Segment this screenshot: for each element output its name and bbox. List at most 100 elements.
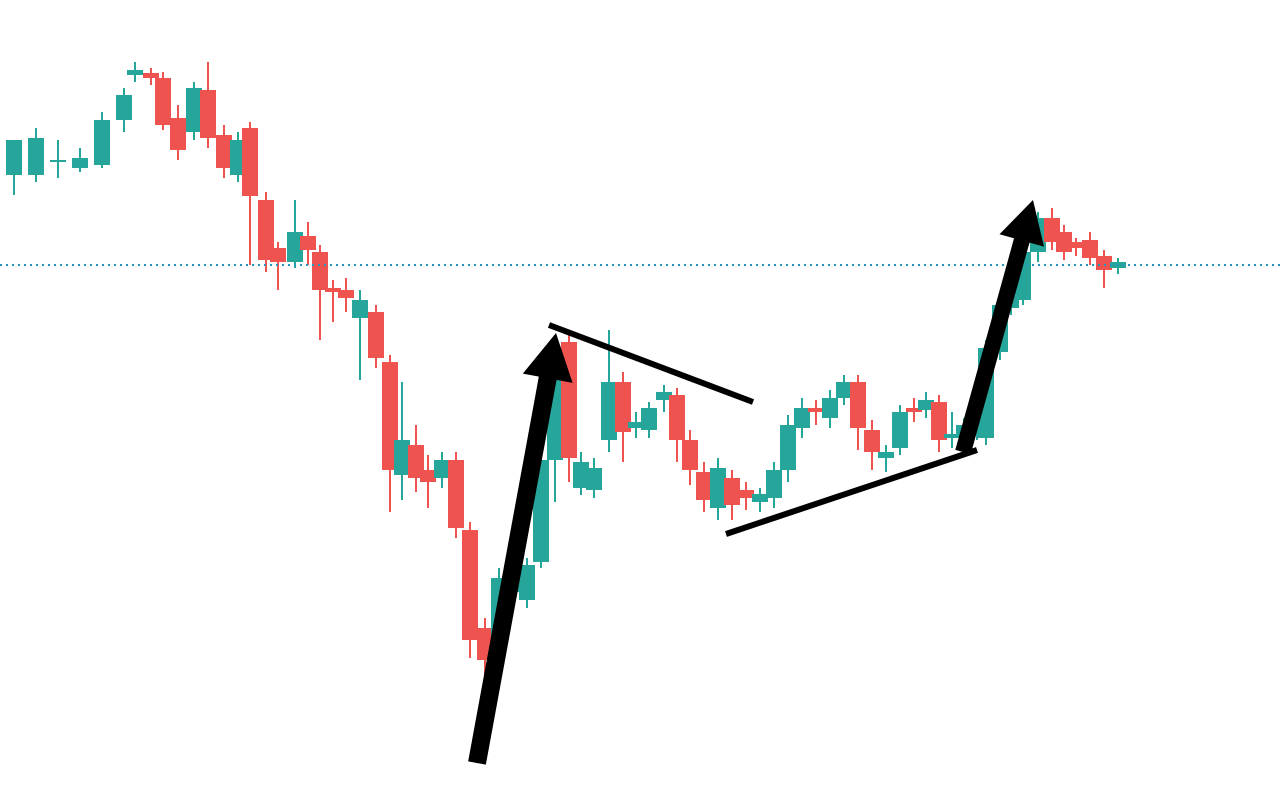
candle-body [312, 252, 328, 290]
candlestick [906, 398, 922, 422]
candlestick [338, 278, 354, 312]
candlestick [94, 112, 110, 168]
candlestick [462, 522, 478, 658]
candlestick [287, 200, 303, 268]
candle-wick [815, 400, 817, 425]
arrow-tail-taper [961, 236, 1031, 453]
candlestick [258, 192, 274, 272]
candlestick [918, 392, 934, 418]
candle-body [850, 382, 866, 428]
candle-body [338, 290, 354, 298]
candle-body [918, 400, 934, 410]
candle-body [170, 118, 186, 150]
candlestick [200, 62, 216, 148]
ascending-support-trendline [725, 447, 978, 537]
candlestick [72, 148, 88, 172]
candle-body [270, 248, 286, 262]
candlestick [420, 455, 436, 508]
candle-body [628, 422, 644, 428]
candle-wick [885, 445, 887, 472]
candle-wick [57, 140, 59, 178]
candle-body [116, 95, 132, 120]
candle-body [186, 88, 202, 132]
candlestick [186, 82, 202, 140]
candlestick [6, 140, 22, 195]
candle-body [352, 300, 368, 318]
candle-body [669, 395, 685, 440]
candlestick [780, 415, 796, 482]
candlestick [892, 405, 908, 455]
candle-body [752, 494, 768, 502]
candle-body [1068, 242, 1084, 248]
candle-body [258, 200, 274, 260]
candle-body [794, 408, 810, 428]
candle-body [6, 140, 22, 175]
candlestick [878, 445, 894, 472]
candle-body [892, 412, 908, 448]
candlestick [116, 88, 132, 132]
candle-body [586, 468, 602, 490]
candlestick [766, 462, 782, 508]
candle-body [94, 120, 110, 165]
candlestick [601, 330, 617, 452]
candlestick [216, 125, 232, 178]
candlestick [1068, 238, 1084, 256]
arrow-head [522, 333, 573, 383]
candle-body [601, 382, 617, 440]
candlestick [573, 452, 589, 495]
candle-body [127, 70, 143, 75]
candlestick [656, 385, 672, 412]
candle-body [300, 236, 316, 250]
candlestick [519, 558, 535, 608]
candle-body [1082, 240, 1098, 258]
candle-body [242, 128, 258, 196]
candlestick [669, 388, 685, 462]
candle-wick [319, 245, 321, 340]
candle-body [287, 232, 303, 262]
candle-body [864, 430, 880, 452]
candle-body [420, 470, 436, 482]
candle-body [200, 90, 216, 138]
candle-body [836, 382, 852, 398]
candlestick [1096, 250, 1112, 288]
arrow-head [999, 200, 1045, 247]
candle-body [615, 382, 631, 432]
candlestick [864, 420, 880, 470]
candlestick [325, 280, 341, 322]
candlestick [368, 305, 384, 368]
annotations-layer [468, 200, 1045, 765]
candlestick [628, 412, 644, 438]
candle-body [155, 78, 171, 125]
candlestick [155, 72, 171, 130]
candlestick [724, 470, 740, 520]
candlestick [696, 462, 712, 512]
candlestick [615, 372, 631, 462]
candle-body [906, 408, 922, 412]
candle-wick [332, 280, 334, 322]
candle-body [944, 434, 960, 438]
arrow-tail-taper [475, 374, 557, 764]
candlestick [808, 400, 824, 425]
bullish-impulse-arrow-2 [955, 200, 1045, 455]
candle-body [408, 445, 424, 478]
candle-body [738, 490, 754, 498]
candlestick [394, 382, 410, 500]
candle-body [394, 440, 410, 475]
candlestick [641, 402, 657, 438]
candle-body [216, 135, 232, 168]
candlestick [143, 68, 159, 85]
candle-body [28, 138, 44, 175]
candlestick [127, 62, 143, 82]
candle-body [656, 392, 672, 400]
candlestick [836, 375, 852, 405]
candle-body [696, 472, 712, 500]
candlestick [822, 390, 838, 428]
candle-body [1096, 256, 1112, 270]
candle-body [573, 462, 589, 488]
candle-body [724, 478, 740, 505]
candlestick [752, 488, 768, 512]
candlestick [448, 452, 464, 538]
candlestick [710, 458, 726, 520]
candlestick [682, 430, 698, 485]
